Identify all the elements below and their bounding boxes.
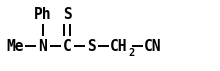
Text: CN: CN	[144, 39, 162, 54]
Text: Me: Me	[7, 39, 24, 54]
Text: N: N	[38, 39, 47, 54]
Text: C: C	[63, 39, 72, 54]
Text: S: S	[63, 7, 72, 22]
Text: S: S	[87, 39, 96, 54]
Text: 2: 2	[129, 48, 135, 58]
Text: CH: CH	[110, 39, 128, 54]
Text: Ph: Ph	[34, 7, 52, 22]
